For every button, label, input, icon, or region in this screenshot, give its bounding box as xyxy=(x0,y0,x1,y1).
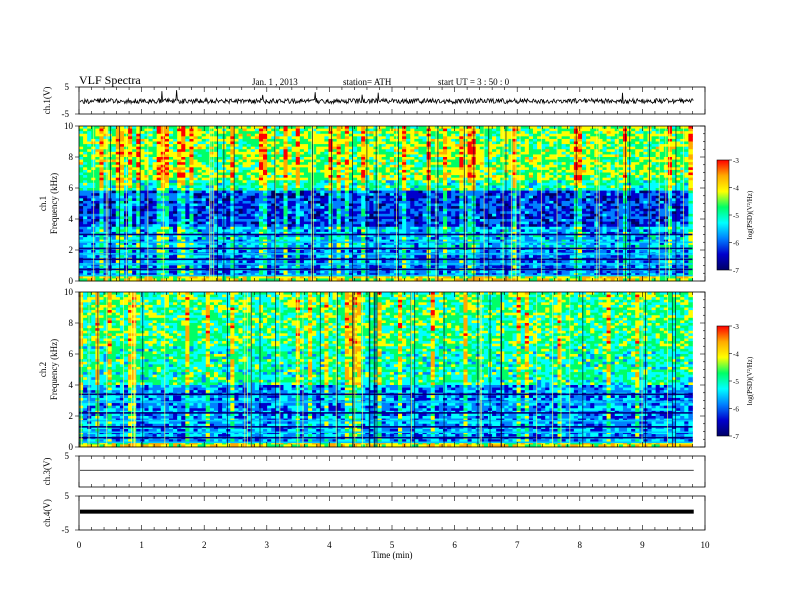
ch4-waveform-ytick-label: 5 xyxy=(65,491,70,501)
ch3-waveform-ylabel: ch.3(V) xyxy=(42,458,52,486)
xtick-label: 2 xyxy=(202,540,207,550)
colorbar-tick-label: -3 xyxy=(733,157,739,165)
ch2-spectrogram-ytick-label: 8 xyxy=(69,318,74,328)
colorbar-tick-label: -4 xyxy=(733,351,739,359)
ch1-spectrogram-ytick-label: 4 xyxy=(69,214,74,224)
colorbar-tick-label: -3 xyxy=(733,323,739,331)
ch2-spectrogram-ylabel: Frequency (kHz) xyxy=(49,339,59,400)
xtick-label: 0 xyxy=(77,540,82,550)
ch1-spectrogram-ytick-label: 10 xyxy=(64,121,74,131)
xtick-label: 5 xyxy=(390,540,395,550)
colorbar-label: log(PSD)(V²/Hz) xyxy=(746,356,754,405)
ch1-spectrogram-ytick-label: 8 xyxy=(69,152,74,162)
colorbar-label: log(PSD)(V²/Hz) xyxy=(746,190,754,239)
ch4-waveform-ytick-label: -5 xyxy=(62,525,70,535)
ch1-waveform-ytick-label: 5 xyxy=(65,82,70,92)
ch3-waveform-ytick-label: 5 xyxy=(65,451,70,461)
ch2-spectrogram-ytick-label: 10 xyxy=(64,287,74,297)
ch1-spectrogram-ytick-label: 2 xyxy=(69,245,74,255)
date-label: Jan. 1 , 2013 xyxy=(252,77,298,87)
colorbar-2 xyxy=(716,325,730,437)
station-label: station= ATH xyxy=(343,77,392,87)
colorbar-tick-label: -4 xyxy=(733,185,739,193)
colorbar-tick-label: -5 xyxy=(733,378,739,386)
chart-title: VLF Spectra xyxy=(79,73,141,87)
ch2-spectrogram-ylabel: ch.2 xyxy=(38,362,48,377)
ch1-spectrogram-ytick-label: 6 xyxy=(69,183,74,193)
ch1-spectrogram-ylabel: ch.1 xyxy=(38,196,48,211)
colorbar-tick-label: -6 xyxy=(733,240,739,248)
ch1-waveform-ylabel: ch.1(V) xyxy=(42,87,52,115)
ch1-waveform-ytick-label: -5 xyxy=(62,109,70,119)
ch1-waveform-line xyxy=(79,90,694,106)
colorbar-1 xyxy=(716,159,730,271)
colorbar-tick-label: -7 xyxy=(733,433,739,441)
ch2-spectrogram-ytick-label: 6 xyxy=(69,349,74,359)
ch2-spectrogram-ytick-label: 4 xyxy=(69,380,74,390)
colorbar-tick-label: -6 xyxy=(733,406,739,414)
colorbar-tick-label: -5 xyxy=(733,212,739,220)
xtick-label: 1 xyxy=(139,540,144,550)
ch2-spectrogram-ytick-label: 2 xyxy=(69,411,74,421)
xtick-label: 3 xyxy=(265,540,270,550)
xtick-label: 10 xyxy=(701,540,711,550)
ch4-waveform-line xyxy=(80,509,694,514)
xaxis-label: Time (min) xyxy=(372,550,413,560)
xtick-label: 7 xyxy=(515,540,520,550)
ch4-waveform-ylabel: ch.4(V) xyxy=(42,499,52,527)
ch1-spectrogram-ylabel: Frequency (kHz) xyxy=(49,173,59,234)
xtick-label: 4 xyxy=(327,540,332,550)
xtick-label: 6 xyxy=(452,540,457,550)
ch1-spectrogram-ytick-label: 0 xyxy=(69,276,74,286)
xtick-label: 9 xyxy=(640,540,645,550)
ch2-spectrogram-ytick-label: 0 xyxy=(69,442,74,452)
xtick-label: 8 xyxy=(578,540,583,550)
colorbar-tick-label: -7 xyxy=(733,267,739,275)
start-time-label: start UT = 3 : 50 : 0 xyxy=(438,77,510,87)
